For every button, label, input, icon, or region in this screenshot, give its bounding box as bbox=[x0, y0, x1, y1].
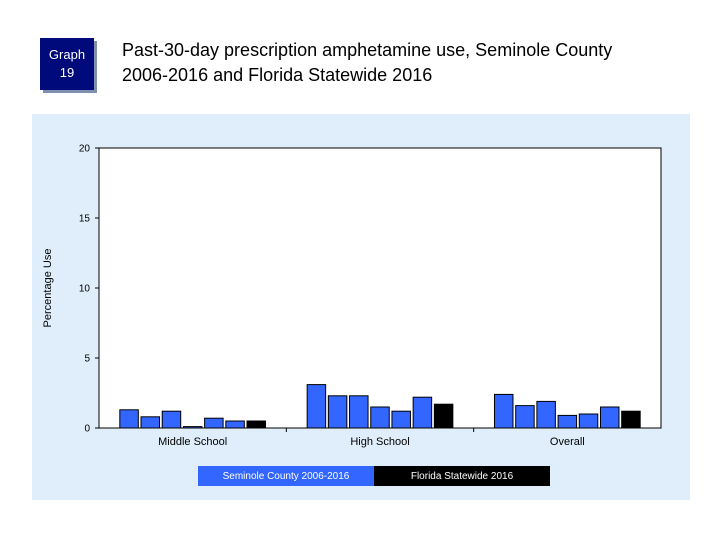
x-tick-label: High School bbox=[350, 436, 409, 448]
bar-seminole-county bbox=[412, 396, 433, 429]
bar-seminole-county bbox=[557, 414, 578, 429]
y-tick-label: 20 bbox=[79, 144, 91, 155]
bar-florida-statewide bbox=[621, 410, 641, 429]
bar-seminole-county bbox=[536, 400, 556, 429]
legend-item-florida-statewide: Florida Statewide 2016 bbox=[374, 466, 550, 486]
bar-seminole-county bbox=[349, 395, 369, 429]
plot-area bbox=[98, 147, 662, 429]
chart-title: Past-30-day prescription amphetamine use… bbox=[122, 38, 702, 88]
chart-title-line-2: 2006-2016 and Florida Statewide 2016 bbox=[122, 65, 433, 85]
y-tick-label: 5 bbox=[84, 354, 90, 365]
bar-seminole-county bbox=[578, 413, 599, 429]
legend-label-seminole-county: Seminole County 2006-2016 bbox=[222, 470, 350, 482]
bar-seminole-county bbox=[515, 405, 535, 429]
bar-seminole-county bbox=[370, 406, 390, 429]
y-axis-label: Percentage Use bbox=[42, 249, 54, 328]
bar-seminole-county bbox=[119, 409, 139, 429]
chart-title-line-1: Past-30-day prescription amphetamine use… bbox=[122, 40, 613, 60]
bar-seminole-county bbox=[493, 393, 514, 429]
bar-seminole-county bbox=[599, 406, 620, 429]
badge-label: Graph bbox=[48, 47, 86, 62]
bar-seminole-county bbox=[306, 384, 327, 429]
bar-florida-statewide bbox=[246, 420, 267, 429]
y-tick-label: 0 bbox=[84, 424, 90, 435]
bar-seminole-county bbox=[161, 410, 182, 429]
bar-seminole-county bbox=[391, 410, 411, 429]
bar-florida-statewide bbox=[433, 403, 454, 429]
bar-seminole-county bbox=[327, 395, 348, 429]
legend-label-florida-statewide: Florida Statewide 2016 bbox=[410, 470, 514, 482]
legend: Seminole County 2006-2016 Florida Statew… bbox=[198, 466, 550, 486]
y-tick-label: 15 bbox=[79, 214, 91, 225]
x-tick-label: Middle School bbox=[158, 436, 227, 448]
y-tick-label: 10 bbox=[79, 284, 91, 295]
legend-item-seminole-county: Seminole County 2006-2016 bbox=[198, 466, 374, 486]
bar-seminole-county bbox=[140, 416, 161, 429]
bar-seminole-county bbox=[225, 420, 245, 429]
bar-seminole-county bbox=[182, 426, 203, 429]
badge-number: 19 bbox=[59, 65, 75, 80]
graph-number-badge: Graph 19 bbox=[40, 38, 94, 90]
x-tick-label: Overall bbox=[550, 436, 585, 448]
bar-seminole-county bbox=[204, 417, 224, 429]
